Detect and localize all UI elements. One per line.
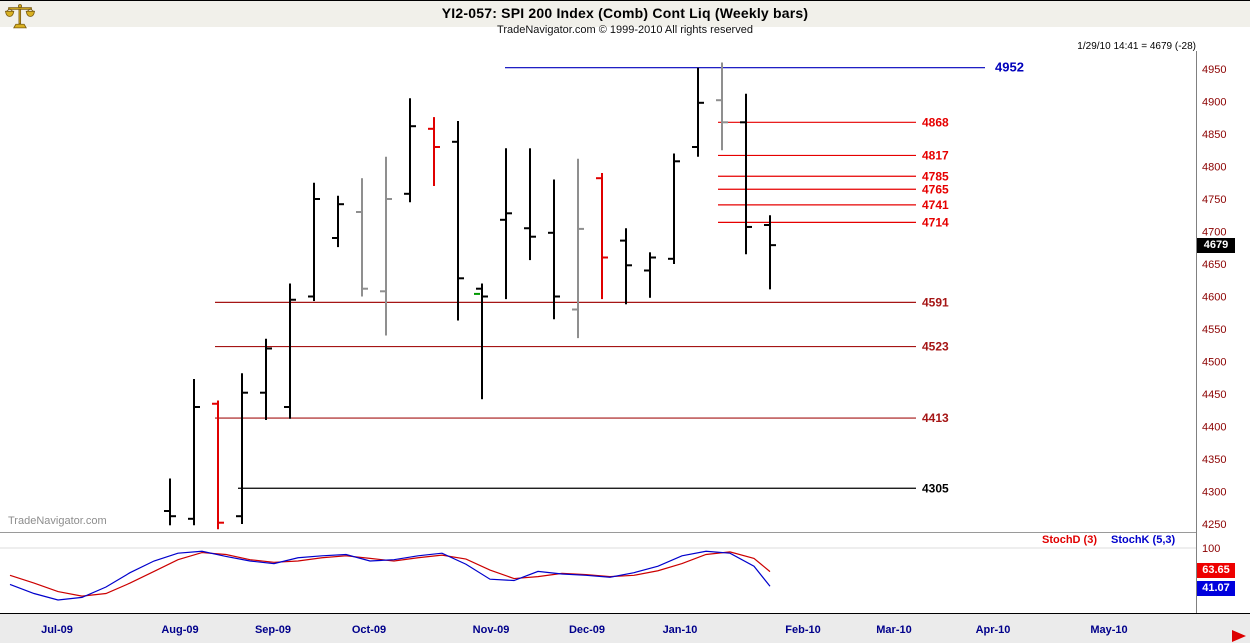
price-axis-label-4850: 4850	[1202, 129, 1226, 141]
price-level-label-4741: 4741	[922, 198, 949, 212]
last-quote-text: 1/29/10 14:41 = 4679 (-28)	[1077, 41, 1196, 52]
price-level-label-4591: 4591	[922, 295, 949, 309]
month-label-Feb-10: Feb-10	[785, 624, 820, 636]
month-label-Apr-10: Apr-10	[976, 624, 1011, 636]
month-label-Jan-10: Jan-10	[663, 624, 698, 636]
price-level-label-4817: 4817	[922, 148, 949, 162]
stochk-legend-label[interactable]: StochK (5,3)	[1111, 534, 1176, 546]
header-band	[0, 1, 1250, 27]
scroll-right-arrow-icon[interactable]	[1232, 630, 1246, 642]
price-axis-label-4900: 4900	[1202, 97, 1226, 109]
stochk-value-badge: 41.07	[1197, 581, 1235, 596]
price-level-label-4305: 4305	[922, 481, 949, 495]
month-label-Nov-09: Nov-09	[473, 624, 510, 636]
month-label-Aug-09: Aug-09	[161, 624, 198, 636]
price-level-label-4952: 4952	[995, 60, 1024, 75]
month-label-Sep-09: Sep-09	[255, 624, 291, 636]
price-axis-label-4600: 4600	[1202, 292, 1226, 304]
stochk-line	[9, 550, 771, 601]
price-axis-label-4800: 4800	[1202, 162, 1226, 174]
stochd-line	[9, 551, 771, 597]
price-level-label-4523: 4523	[922, 340, 949, 354]
price-level-label-4785: 4785	[922, 169, 949, 183]
trade-navigator-scales-icon[interactable]	[4, 3, 36, 31]
price-axis-label-4250: 4250	[1202, 519, 1226, 531]
price-axis-label-4400: 4400	[1202, 422, 1226, 434]
month-label-May-10: May-10	[1090, 624, 1127, 636]
bottom-axis-strip	[0, 614, 1250, 643]
stochd-value-badge: 63.65	[1197, 563, 1235, 578]
stoch-legend: StochD (3) StochK (5,3)	[1042, 534, 1192, 546]
price-level-label-4714: 4714	[922, 215, 949, 229]
price-axis-label-4650: 4650	[1202, 259, 1226, 271]
month-label-Jul-09: Jul-09	[41, 624, 73, 636]
price-axis-label-4950: 4950	[1202, 64, 1226, 76]
month-label-Oct-09: Oct-09	[352, 624, 386, 636]
price-axis-label-4300: 4300	[1202, 487, 1226, 499]
price-axis-label-4550: 4550	[1202, 324, 1226, 336]
price-level-label-4413: 4413	[922, 411, 949, 425]
price-axis-label-4500: 4500	[1202, 357, 1226, 369]
price-level-label-4765: 4765	[922, 182, 949, 196]
price-axis-label-4750: 4750	[1202, 194, 1226, 206]
price-axis-label-4350: 4350	[1202, 454, 1226, 466]
month-label-Dec-09: Dec-09	[569, 624, 605, 636]
stoch-scale-label: 100	[1202, 543, 1220, 555]
month-label-Mar-10: Mar-10	[876, 624, 911, 636]
price-level-label-4868: 4868	[922, 115, 949, 129]
last-price-badge: 4679	[1197, 238, 1235, 253]
price-axis-label-4450: 4450	[1202, 389, 1226, 401]
watermark-text: TradeNavigator.com	[8, 515, 107, 527]
copyright-text: TradeNavigator.com © 1999-2010 All right…	[497, 24, 753, 36]
price-axis-label-4700: 4700	[1202, 227, 1226, 239]
chart-title: YI2-057: SPI 200 Index (Comb) Cont Liq (…	[441, 5, 809, 21]
stochd-legend-label[interactable]: StochD (3)	[1042, 534, 1097, 546]
